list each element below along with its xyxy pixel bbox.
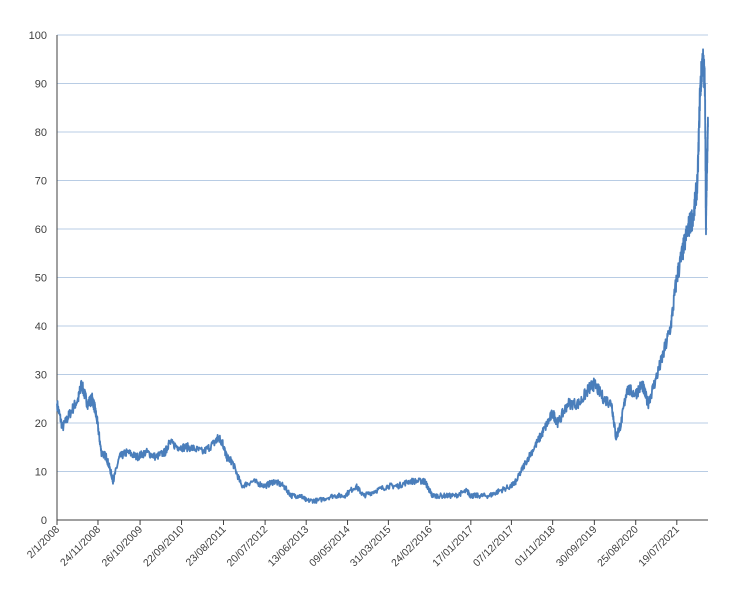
y-tick-label: 50 [35,273,47,285]
y-tick-label: 0 [41,515,47,527]
y-tick-label: 60 [35,224,47,236]
x-tick-label: 22/09/2010 [141,524,187,570]
x-tick-label: 26/10/2009 [100,524,146,570]
y-tick-label: 40 [35,321,47,333]
y-tick-labels: 0 10 20 30 40 50 60 70 80 90 100 [29,30,47,527]
x-tick-label: 13/06/2013 [266,524,312,570]
x-tick-label: 17/01/2017 [430,524,476,570]
y-tick-label: 90 [35,79,47,91]
x-tick-label: 23/08/2011 [184,524,229,569]
series-layer [56,48,709,504]
x-tick-label: 09/05/2014 [307,524,353,570]
x-tick-label: 2/1/2008 [25,524,62,561]
x-tick-label: 24/02/2016 [389,524,435,570]
y-tick-label: 80 [35,127,47,139]
y-tick-label: 10 [35,467,47,479]
x-tick-label: 25/08/2020 [595,524,641,570]
y-tick-label: 30 [35,370,47,382]
y-tick-label: 100 [29,30,47,42]
x-tick-label: 20/07/2012 [225,524,271,570]
x-tick-label: 01/11/2018 [513,524,558,569]
axes [56,35,708,525]
x-tick-label: 07/12/2017 [471,524,517,570]
gridlines [57,34,708,472]
x-tick-label: 19/07/2021 [636,524,682,570]
x-tick-label: 24/11/2008 [58,524,103,569]
x-tick-label: 30/09/2019 [554,524,600,570]
y-tick-label: 70 [35,176,47,188]
x-tick-labels: 2/1/200824/11/200826/10/200922/09/201023… [25,524,682,570]
series-line-0 [56,48,709,504]
y-tick-label: 20 [35,418,47,430]
x-tick-label: 31/03/2015 [348,524,394,570]
